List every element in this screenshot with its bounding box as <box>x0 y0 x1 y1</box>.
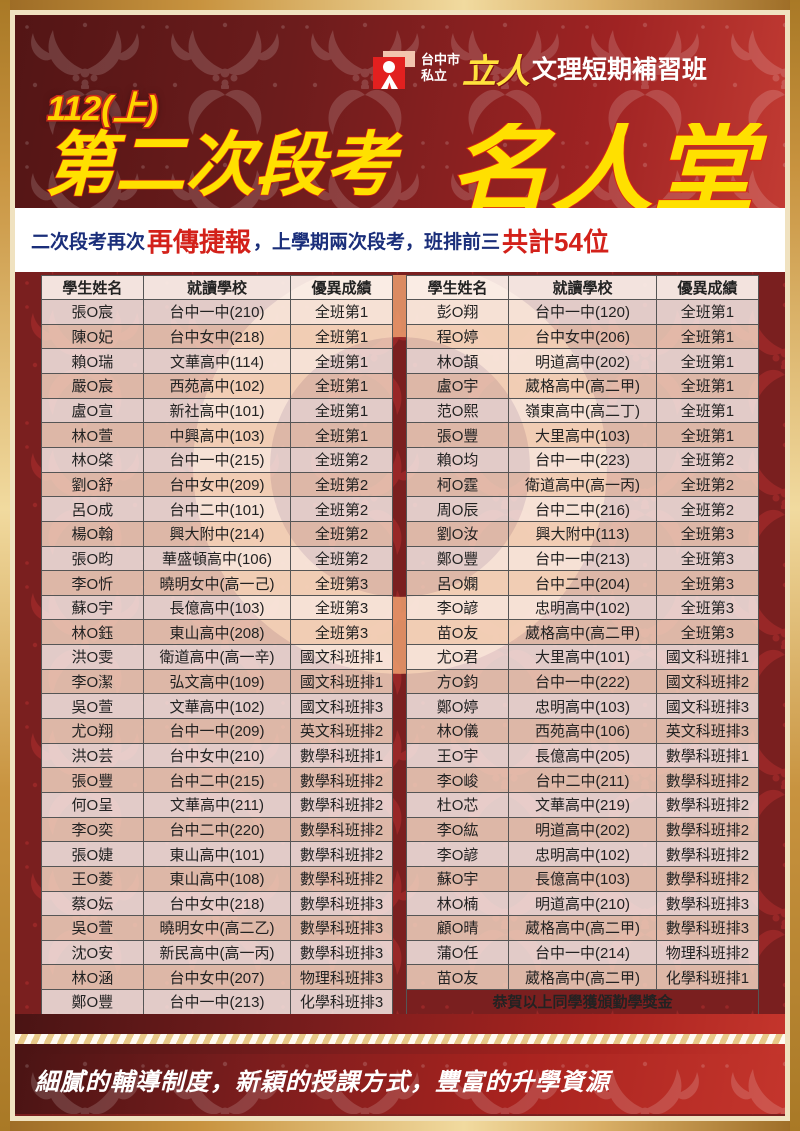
svg-text:名人堂: 名人堂 <box>449 123 768 208</box>
svg-text:第二次段考: 第二次段考 <box>45 128 403 205</box>
